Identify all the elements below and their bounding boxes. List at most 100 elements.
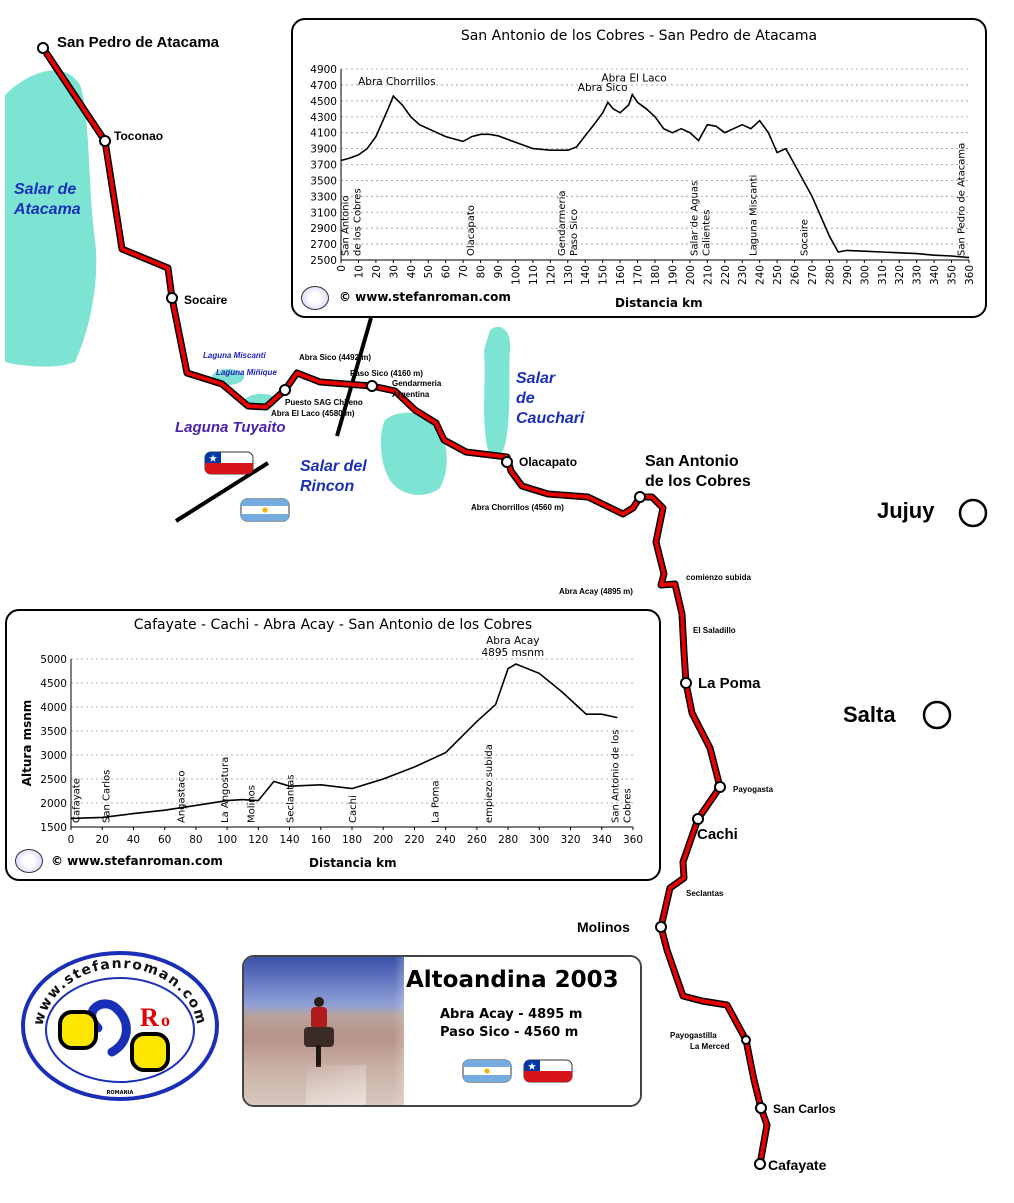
elevation-profile-line bbox=[340, 92, 970, 259]
cyclist-silhouette bbox=[302, 997, 336, 1067]
elevation-panel-bottom: Cafayate - Cachi - Abra Acay - San Anton… bbox=[5, 609, 661, 881]
y-tick-label: 3900 bbox=[310, 144, 337, 156]
place-profile-label: Angastaco bbox=[176, 770, 187, 823]
x-tick-label: 20 bbox=[96, 834, 109, 846]
place-marker-1 bbox=[99, 135, 111, 147]
x-tick-label: 200 bbox=[373, 834, 393, 846]
x-tick-label: 350 bbox=[947, 265, 959, 285]
argentina-flag-icon bbox=[240, 498, 290, 522]
place-profile-label: Olacapato bbox=[466, 205, 477, 256]
promo-line-2: Paso Sico - 4560 m bbox=[440, 1025, 579, 1040]
pass-annotation: Abra El Laco bbox=[601, 73, 666, 85]
note-puesto: Puesto SAG Chileno bbox=[285, 398, 363, 407]
svg-text:o: o bbox=[161, 1010, 170, 1030]
x-tick-label: 280 bbox=[824, 265, 836, 285]
salar-de-cauchari-shape bbox=[484, 326, 511, 457]
y-tick-label: 3000 bbox=[40, 750, 67, 762]
chart-title-bottom: Cafayate - Cachi - Abra Acay - San Anton… bbox=[133, 617, 533, 633]
x-tick-label: 0 bbox=[68, 834, 75, 846]
place-profile-label: empiezo subida bbox=[484, 744, 495, 823]
x-tick-label: 360 bbox=[964, 265, 976, 285]
x-tick-label: 120 bbox=[248, 834, 268, 846]
place-profile-label: Socaire bbox=[799, 219, 810, 256]
x-tick-label: 320 bbox=[561, 834, 581, 846]
place-profile-label: La Poma bbox=[431, 780, 442, 823]
x-tick-label: 340 bbox=[592, 834, 612, 846]
y-tick-label: 4000 bbox=[40, 702, 67, 714]
note-paso-sico: Paso Sico (4160 m) bbox=[350, 369, 423, 378]
x-tick-label: 240 bbox=[436, 834, 456, 846]
place-label-3: Olacapato bbox=[519, 455, 577, 469]
x-tick-label: 80 bbox=[189, 834, 202, 846]
y-tick-label: 2700 bbox=[310, 239, 337, 251]
x-tick-label: 220 bbox=[720, 265, 732, 285]
credit-logo-icon-bottom bbox=[15, 849, 43, 873]
y-tick-label: 4500 bbox=[40, 678, 67, 690]
place-profile-label: Cachi bbox=[348, 795, 359, 823]
x-tick-label: 50 bbox=[423, 265, 435, 278]
x-tick-label: 70 bbox=[458, 265, 470, 278]
x-tick-label: 100 bbox=[217, 834, 237, 846]
elevation-profile-line bbox=[70, 663, 618, 820]
note-abra-sico: Abra Sico (4492 m) bbox=[299, 353, 371, 362]
label-salar-rincon-2: Rincon bbox=[300, 478, 354, 495]
x-tick-label: 40 bbox=[127, 834, 140, 846]
stop-dot-paso-sico bbox=[366, 380, 378, 392]
place-profile-label: Paso Sico bbox=[569, 209, 580, 256]
x-tick-label: 30 bbox=[388, 265, 400, 278]
place-marker-3 bbox=[501, 456, 513, 468]
city-salta-marker bbox=[922, 700, 952, 730]
place-label-5: Payogasta bbox=[733, 785, 774, 794]
x-tick-label: 110 bbox=[528, 265, 540, 285]
svg-text:R: R bbox=[140, 1003, 159, 1032]
place-profile-label: Cafayate bbox=[72, 778, 83, 823]
label-laguna-tuyaito: Laguna Tuyaito bbox=[175, 419, 286, 436]
label-salar-cauchari-2: de bbox=[516, 390, 535, 407]
label-salar-atacama-1: Salar de bbox=[14, 181, 76, 198]
place-profile-label: La Angostura bbox=[220, 757, 231, 823]
place-marker-9 bbox=[754, 1158, 766, 1170]
promo-photo bbox=[244, 957, 404, 1105]
place-marker-4 bbox=[680, 677, 692, 689]
pass-annotation: Abra Sico bbox=[578, 82, 628, 94]
place-profile-label: de los Cobres bbox=[352, 188, 363, 256]
place-profile-label: Gendarmeria bbox=[557, 190, 568, 256]
y-tick-label: 3500 bbox=[40, 726, 67, 738]
x-tick-label: 180 bbox=[342, 834, 362, 846]
place-label-1: Toconao bbox=[114, 129, 163, 143]
logo-country: ROMANIA bbox=[107, 1090, 134, 1096]
x-tick-label: 170 bbox=[633, 265, 645, 285]
label-salar-rincon-1: Salar del bbox=[300, 458, 367, 475]
x-tick-label: 140 bbox=[580, 265, 592, 285]
y-tick-label: 3100 bbox=[310, 207, 337, 219]
x-tick-label: 290 bbox=[842, 265, 854, 285]
city-jujuy-marker bbox=[958, 498, 988, 528]
place-marker-6 bbox=[692, 813, 704, 825]
y-tick-label: 2000 bbox=[40, 798, 67, 810]
x-tick-label: 300 bbox=[859, 265, 871, 285]
x-tick-label: 240 bbox=[755, 265, 767, 285]
promo-chile-flag-icon bbox=[523, 1059, 573, 1083]
x-tick-label: 60 bbox=[441, 265, 453, 278]
x-tick-label: 320 bbox=[894, 265, 906, 285]
place-label-7: Molinos bbox=[577, 919, 630, 935]
place-profile-label: Calientes bbox=[701, 210, 712, 256]
x-tick-label: 60 bbox=[158, 834, 171, 846]
elevation-chart-top: 2500270029003100330035003700390041004300… bbox=[310, 64, 976, 285]
city-jujuy-label: Jujuy bbox=[877, 498, 935, 523]
salar-de-atacama-shape bbox=[5, 70, 97, 367]
x-tick-label: 90 bbox=[493, 265, 505, 278]
x-tick-label: 360 bbox=[623, 834, 643, 846]
note-abra-laco: Abra El Laco (4580 m) bbox=[271, 409, 355, 418]
x-tick-label: 40 bbox=[406, 265, 418, 278]
credit-text-bottom: © www.stefanroman.com bbox=[51, 854, 223, 868]
salar-del-rincon-shape bbox=[380, 412, 447, 495]
credit-logo-icon bbox=[301, 286, 329, 310]
y-tick-label: 2500 bbox=[310, 255, 337, 267]
pass-annotation: Abra Chorrillos bbox=[358, 76, 435, 88]
y-tick-label: 4100 bbox=[310, 128, 337, 140]
pass-annotation: 4895 msnm bbox=[481, 647, 544, 659]
place-label-2: Socaire bbox=[184, 293, 228, 307]
x-tick-label: 20 bbox=[371, 265, 383, 278]
x-tick-label: 0 bbox=[336, 265, 348, 272]
